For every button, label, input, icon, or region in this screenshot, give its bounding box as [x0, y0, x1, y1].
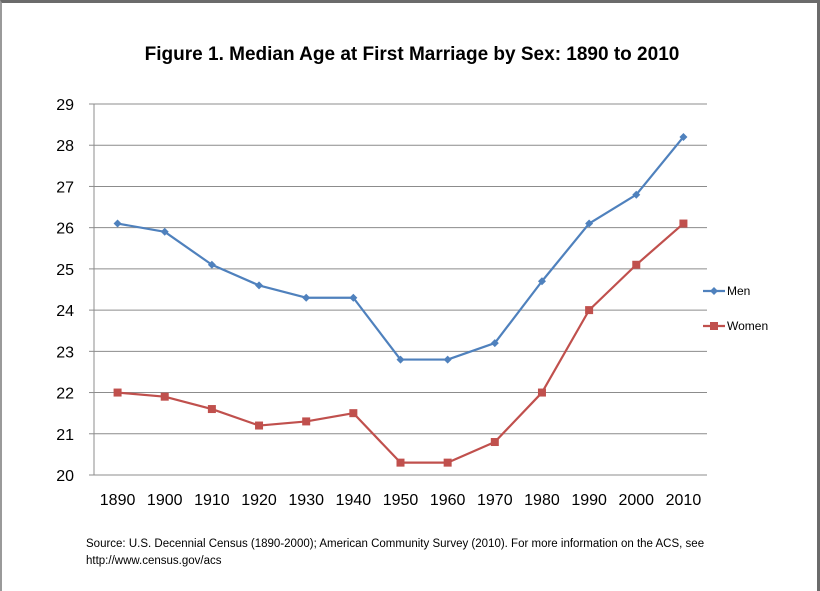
y-tick-label: 27	[56, 179, 74, 196]
y-tick-label: 20	[56, 468, 74, 485]
legend-item-women: Women	[703, 319, 768, 333]
point-women-2000	[632, 260, 641, 269]
series-men	[113, 132, 688, 364]
point-men-1960	[443, 355, 452, 364]
point-women-1970	[490, 438, 499, 447]
data-series	[113, 132, 688, 467]
point-women-1960	[443, 458, 452, 467]
x-tick-label: 1890	[100, 492, 136, 509]
point-women-1950	[396, 458, 405, 467]
x-tick-label: 1940	[336, 492, 372, 509]
point-women-1910	[207, 405, 216, 414]
x-tick-label: 1990	[571, 492, 607, 509]
point-men-1910	[207, 260, 216, 269]
point-women-1890	[113, 388, 122, 397]
point-men-1890	[113, 219, 122, 228]
x-tick-label: 1970	[477, 492, 513, 509]
y-tick-label: 24	[56, 303, 74, 320]
y-axis-ticks: 20 21 22 23 24 25 26 27 28 29	[56, 97, 94, 485]
x-tick-label: 2000	[618, 492, 654, 509]
point-men-1990	[585, 219, 594, 228]
legend-marker	[710, 287, 718, 295]
point-women-1990	[585, 306, 594, 315]
x-axis-ticks: 1890 1900 1910 1920 1930 1940 1950 1960 1970 1980…	[100, 492, 702, 509]
x-tick-label: 1960	[430, 492, 466, 509]
gridlines	[94, 103, 707, 476]
point-men-1930	[302, 293, 311, 302]
y-tick-label: 22	[56, 386, 74, 403]
point-men-1970	[490, 339, 499, 348]
y-tick-label: 21	[56, 427, 74, 444]
point-women-1930	[302, 417, 311, 426]
y-tick-label: 25	[56, 262, 74, 279]
point-women-1940	[349, 409, 358, 418]
point-men-1900	[160, 227, 169, 236]
legend-label: Women	[727, 319, 768, 333]
point-women-2010	[679, 219, 688, 228]
x-tick-label: 1980	[524, 492, 560, 509]
y-tick-label: 23	[56, 344, 74, 361]
point-men-1920	[255, 281, 264, 290]
point-men-2000	[632, 190, 641, 199]
x-tick-label: 1920	[241, 492, 277, 509]
y-tick-label: 28	[56, 138, 74, 155]
point-women-1920	[255, 421, 264, 430]
source-note: Source: U.S. Decennial Census (1890-2000…	[86, 538, 705, 567]
x-tick-label: 1950	[383, 492, 419, 509]
point-women-1900	[160, 392, 169, 401]
series-women	[113, 219, 688, 467]
point-women-1980	[537, 388, 546, 397]
series-line-men	[117, 136, 685, 361]
chart-title: Figure 1. Median Age at First Marriage b…	[145, 44, 680, 65]
legend-item-men: Men	[703, 284, 750, 298]
point-men-1980	[537, 277, 546, 286]
legend-marker	[710, 322, 718, 330]
point-men-2010	[679, 132, 688, 141]
point-men-1950	[396, 355, 405, 364]
legend: Men Women	[703, 284, 768, 333]
x-tick-label: 2010	[666, 492, 702, 509]
x-tick-label: 1910	[194, 492, 230, 509]
legend-label: Men	[727, 284, 750, 298]
x-tick-label: 1930	[288, 492, 324, 509]
point-men-1940	[349, 293, 358, 302]
y-tick-label: 29	[56, 97, 74, 114]
y-tick-label: 26	[56, 221, 74, 238]
x-tick-label: 1900	[147, 492, 183, 509]
